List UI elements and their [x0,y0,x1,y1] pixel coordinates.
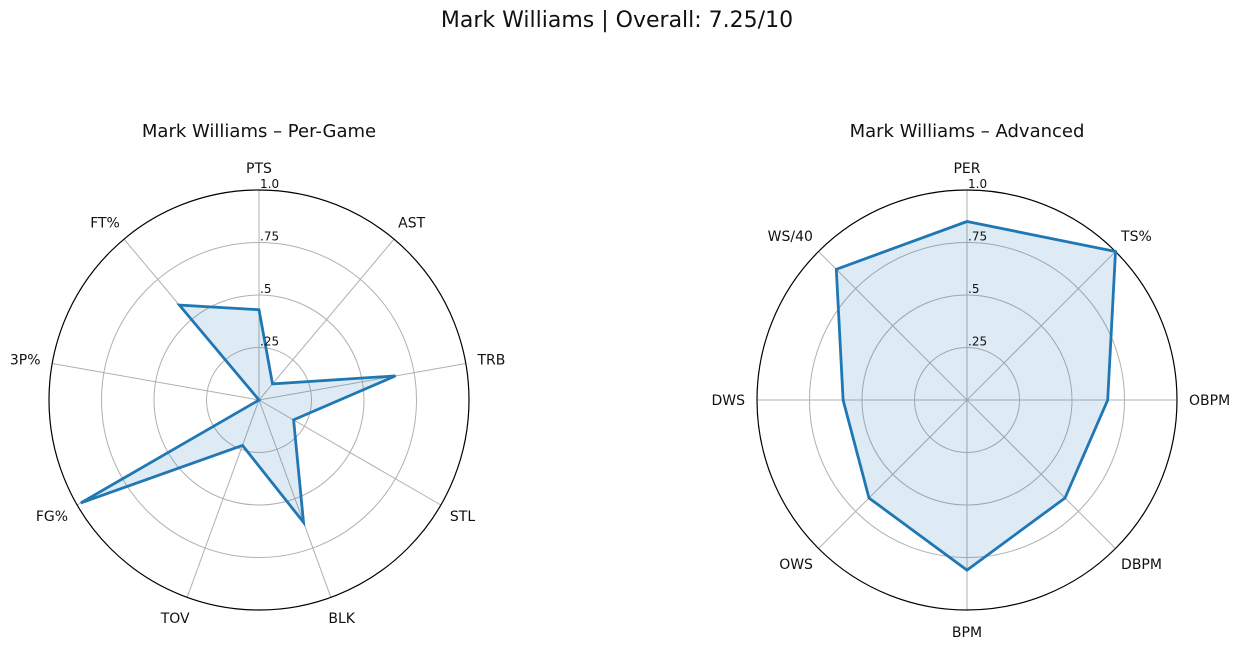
grid-spoke [258,363,466,401]
axis-label-fg-pct: FG% [36,509,68,525]
grid-spoke [52,363,260,401]
axis-label-pts: PTS [246,161,272,177]
radial-tick-label: 1.0 [260,177,279,191]
grid-spoke [258,238,395,401]
figure-title: Mark Williams | Overall: 7.25/10 [440,8,794,33]
axis-label-ows: OWS [779,557,813,573]
data-area [80,305,396,523]
axis-label-ts-pct: TS% [1120,229,1152,245]
radial-tick-label: .25 [260,335,279,349]
chart-title: Mark Williams – Per-Game [142,121,376,142]
grid-spoke [966,399,1116,549]
axis-label-obpm: OBPM [1189,393,1230,409]
grid-spoke [818,251,968,401]
axis-label-tov: TOV [160,611,190,627]
grid-spoke [818,399,968,549]
polar-frame [48,189,470,611]
radial-tick-label: .5 [968,282,979,296]
axis-label-per: PER [953,161,980,177]
axis-label-trb: TRB [476,353,505,369]
grid-spoke [258,399,332,598]
radial-tick-label: .25 [968,335,987,349]
radial-tick-label: 1.0 [968,177,987,191]
axis-label-ft-pct: FT% [90,215,120,231]
radial-tick-label: .5 [260,282,271,296]
radial-tick-label: .75 [260,230,279,244]
data-line [80,303,397,527]
radial-tick-label: .75 [968,230,987,244]
axis-label-ws-40: WS/40 [768,229,813,245]
data-line [834,220,1117,572]
axis-label-dws: DWS [711,393,745,409]
axis-label-dbpm: DBPM [1121,557,1162,573]
grid-spoke [258,399,442,506]
axis-label-blk: BLK [328,611,355,627]
data-area [836,221,1116,571]
axis-label-ast: AST [398,215,425,231]
axis-label-3p-pct: 3P% [10,353,41,369]
chart-title: Mark Williams – Advanced [850,121,1085,142]
axis-label-stl: STL [450,509,475,525]
polar-frame [756,189,1178,611]
grid-spoke [966,251,1116,401]
axis-label-bpm: BPM [952,625,982,641]
grid-spoke [186,399,260,598]
